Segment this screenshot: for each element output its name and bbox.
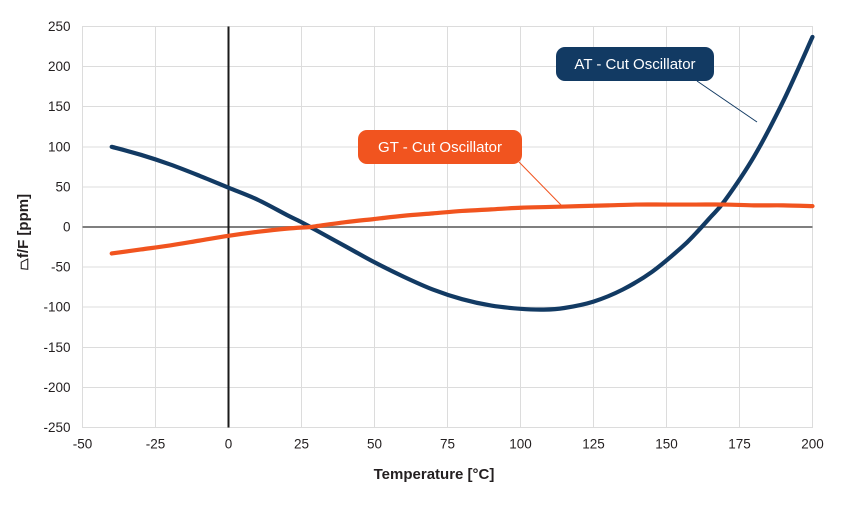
y-tick-label: 250 bbox=[48, 19, 71, 34]
callout-gt[interactable]: GT - Cut Oscillator bbox=[358, 130, 522, 164]
y-axis-title: ⏢f/F [ppm] bbox=[15, 194, 32, 270]
callout-badge-background bbox=[358, 130, 522, 164]
callout-at[interactable]: AT - Cut Oscillator bbox=[556, 47, 714, 81]
x-tick-label: -25 bbox=[146, 437, 166, 452]
x-tick-label: 100 bbox=[509, 437, 532, 452]
callout-leader-lines bbox=[518, 80, 758, 208]
callout-leader-line bbox=[696, 80, 758, 123]
y-tick-label: -100 bbox=[43, 300, 70, 315]
y-tick-label: 50 bbox=[55, 179, 70, 194]
x-tick-label: 175 bbox=[728, 437, 751, 452]
callout-label: GT - Cut Oscillator bbox=[378, 139, 502, 156]
x-axis-title: Temperature [°C] bbox=[374, 466, 495, 483]
series-callout-labels: AT - Cut Oscillator GT - Cut Oscillator bbox=[358, 47, 714, 164]
y-tick-label: -50 bbox=[51, 260, 71, 275]
y-tick-label: 150 bbox=[48, 99, 71, 114]
y-tick-label: 100 bbox=[48, 139, 71, 154]
callout-leader-line bbox=[518, 161, 564, 208]
y-tick-label: -150 bbox=[43, 340, 70, 355]
series-line-gt bbox=[109, 202, 815, 256]
data-series-layer bbox=[109, 34, 815, 312]
x-tick-label: -50 bbox=[73, 437, 93, 452]
callout-label: AT - Cut Oscillator bbox=[574, 56, 695, 73]
y-tick-label: -250 bbox=[43, 420, 70, 435]
x-tick-label: 125 bbox=[582, 437, 605, 452]
series-line-at bbox=[109, 34, 815, 312]
y-tick-label: 200 bbox=[48, 59, 71, 74]
y-axis-tick-labels: 250 200 150 100 50 0 -50 -100 -150 -200 -250 bbox=[43, 19, 70, 435]
x-tick-label: 25 bbox=[294, 437, 309, 452]
x-tick-label: 75 bbox=[440, 437, 455, 452]
x-axis-tick-labels: -50 -25 0 25 50 75 100 125 150 175 200 bbox=[73, 437, 824, 452]
x-tick-label: 50 bbox=[367, 437, 382, 452]
y-tick-label: 0 bbox=[63, 220, 71, 235]
callout-badge-background bbox=[556, 47, 714, 81]
y-tick-label: -200 bbox=[43, 380, 70, 395]
x-tick-label: 200 bbox=[801, 437, 824, 452]
x-tick-label: 0 bbox=[225, 437, 233, 452]
x-tick-label: 150 bbox=[655, 437, 678, 452]
